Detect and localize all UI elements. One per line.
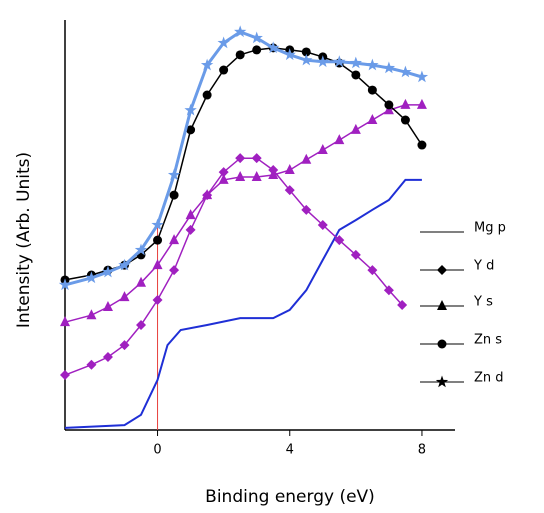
marker bbox=[399, 65, 412, 78]
marker bbox=[60, 316, 70, 327]
marker bbox=[317, 143, 328, 154]
marker bbox=[167, 168, 181, 181]
marker bbox=[136, 320, 147, 331]
marker bbox=[202, 90, 212, 100]
marker bbox=[202, 189, 213, 200]
marker bbox=[217, 36, 230, 49]
marker bbox=[102, 352, 113, 363]
series-line bbox=[64, 30, 423, 287]
marker bbox=[219, 65, 229, 75]
marker bbox=[397, 299, 408, 310]
marker bbox=[136, 276, 147, 287]
marker bbox=[186, 125, 196, 135]
marker bbox=[349, 56, 362, 69]
series-line bbox=[64, 47, 423, 281]
marker bbox=[367, 114, 378, 125]
marker bbox=[301, 204, 312, 215]
marker bbox=[235, 153, 246, 164]
marker bbox=[169, 265, 180, 276]
marker bbox=[415, 70, 429, 83]
marker bbox=[152, 259, 163, 270]
marker bbox=[383, 285, 394, 296]
marker bbox=[86, 359, 97, 370]
legend-label: Mg p bbox=[474, 221, 506, 236]
x-tick-label: 4 bbox=[286, 443, 294, 458]
marker bbox=[416, 98, 427, 109]
marker bbox=[151, 218, 164, 231]
marker bbox=[316, 55, 329, 68]
marker bbox=[317, 220, 328, 230]
marker bbox=[134, 243, 148, 256]
legend-marker bbox=[437, 300, 447, 310]
marker bbox=[267, 41, 280, 54]
marker bbox=[367, 85, 377, 95]
series-line bbox=[64, 178, 422, 429]
marker bbox=[85, 271, 98, 284]
marker bbox=[119, 340, 130, 351]
marker bbox=[251, 171, 262, 182]
legend-label: Y s bbox=[473, 295, 493, 310]
marker bbox=[367, 265, 378, 276]
marker bbox=[118, 258, 131, 271]
legend-label: Y d bbox=[473, 259, 494, 274]
marker bbox=[218, 167, 229, 178]
marker bbox=[152, 295, 163, 306]
legend-marker bbox=[437, 339, 447, 349]
series-line bbox=[64, 104, 422, 323]
series-line bbox=[64, 157, 403, 376]
marker bbox=[169, 190, 179, 200]
marker bbox=[284, 185, 295, 196]
marker bbox=[119, 291, 130, 302]
legend-label: Zn d bbox=[474, 371, 504, 386]
marker bbox=[153, 235, 163, 245]
marker bbox=[102, 301, 113, 311]
legend-marker bbox=[435, 375, 449, 388]
marker bbox=[58, 278, 72, 291]
marker bbox=[60, 370, 70, 381]
marker bbox=[350, 123, 361, 134]
marker bbox=[101, 265, 115, 278]
marker bbox=[400, 115, 410, 125]
marker bbox=[334, 235, 345, 246]
marker bbox=[250, 31, 263, 44]
marker bbox=[86, 309, 97, 320]
marker bbox=[334, 134, 345, 145]
marker bbox=[351, 70, 361, 80]
marker bbox=[169, 234, 180, 245]
marker bbox=[301, 47, 311, 57]
marker bbox=[417, 140, 427, 150]
marker bbox=[366, 58, 379, 71]
marker bbox=[234, 25, 247, 38]
marker bbox=[218, 173, 229, 184]
y-axis-label: Intensity (Arb. Units) bbox=[14, 152, 34, 328]
marker bbox=[301, 153, 312, 164]
marker bbox=[284, 164, 295, 175]
legend-marker bbox=[437, 265, 447, 275]
marker bbox=[382, 61, 396, 74]
marker bbox=[235, 171, 246, 182]
x-tick-label: 0 bbox=[153, 443, 161, 458]
marker bbox=[251, 153, 262, 164]
x-axis-label: Binding energy (eV) bbox=[205, 487, 375, 507]
marker bbox=[184, 103, 197, 116]
marker bbox=[185, 209, 196, 220]
marker bbox=[333, 55, 346, 68]
marker bbox=[400, 98, 411, 109]
legend-label: Zn s bbox=[474, 333, 502, 348]
marker bbox=[350, 249, 361, 260]
marker bbox=[283, 48, 296, 61]
marker bbox=[300, 53, 313, 66]
marker bbox=[252, 45, 262, 55]
marker bbox=[268, 168, 279, 179]
marker bbox=[235, 50, 245, 60]
marker bbox=[384, 100, 394, 110]
marker bbox=[185, 224, 196, 235]
x-tick-label: 8 bbox=[418, 443, 426, 458]
marker bbox=[200, 58, 214, 71]
